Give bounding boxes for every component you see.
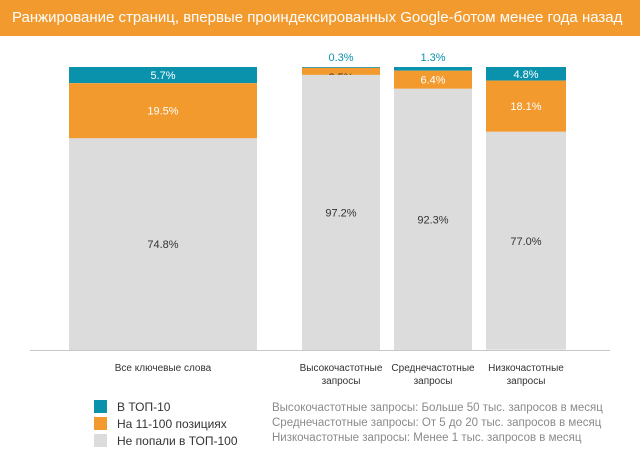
- category-label-mid-frequency-line1: Среднечастотные: [391, 363, 475, 374]
- data-label-all-keywords-top10: 5.7%: [150, 70, 175, 82]
- data-label-low-frequency-not-top100: 77.0%: [510, 236, 541, 248]
- category-label-mid-frequency-line2: запросы: [414, 376, 453, 387]
- legend-swatch-top10: [94, 400, 107, 413]
- stacked-bar-chart: 5.7%19.5%74.8%Все ключевые слова0.3%2.5%…: [30, 52, 610, 387]
- legend-swatch-not-top100: [94, 434, 107, 447]
- data-label-high-frequency-not-top100: 97.2%: [325, 207, 356, 219]
- note-high-frequency: Высокочастотные запросы: Больше 50 тыс. …: [272, 402, 603, 414]
- chart-title: Ранжирование страниц, впервые проиндекси…: [0, 0, 640, 36]
- bar-low-frequency-top11-100: [486, 80, 566, 132]
- category-label-high-frequency-line1: Высокочастотные: [300, 363, 383, 374]
- bar-all-keywords-not-top100: [69, 138, 257, 350]
- note-low-frequency: Низкочастотные запросы: Менее 1 тыс. зап…: [272, 432, 582, 444]
- data-label-all-keywords-not-top100: 74.8%: [147, 239, 178, 251]
- category-label-low-frequency-line1: Низкочастотные: [488, 363, 564, 374]
- category-label-low-frequency-line2: запросы: [507, 376, 546, 387]
- bar-low-frequency-not-top100: [486, 131, 566, 350]
- bar-mid-frequency-not-top100: [394, 88, 472, 350]
- category-label-all-keywords: Все ключевые слова: [115, 363, 212, 374]
- data-label-high-frequency-top10: 0.3%: [328, 52, 353, 64]
- bar-all-keywords-top10: [69, 67, 257, 84]
- bar-all-keywords-top11-100: [69, 83, 257, 139]
- legend-swatch-top11-100: [94, 417, 107, 430]
- legend-label-not-top100: Не попали в ТОП-100: [117, 433, 238, 448]
- data-label-low-frequency-top11-100: 18.1%: [510, 101, 541, 113]
- definitions-notes: Высокочастотные запросы: Больше 50 тыс. …: [272, 401, 603, 446]
- data-label-mid-frequency-top10: 1.3%: [420, 52, 445, 64]
- bar-mid-frequency-top10: [394, 67, 472, 71]
- legend-label-top10: В ТОП-10: [117, 399, 171, 414]
- note-mid-frequency: Среднечастотные запросы: От 5 до 20 тыс.…: [272, 417, 602, 429]
- data-label-mid-frequency-top11-100: 6.4%: [420, 75, 445, 87]
- bar-high-frequency-top11-100: [302, 67, 380, 75]
- category-label-high-frequency-line2: запросы: [322, 376, 361, 387]
- bar-mid-frequency-top11-100: [394, 70, 472, 89]
- legend-item-not-top100: Не попали в ТОП-100: [94, 432, 238, 449]
- legend-item-top11-100: На 11-100 позициях: [94, 415, 238, 432]
- data-label-low-frequency-top10: 4.8%: [513, 69, 538, 81]
- bar-high-frequency-top10: [302, 67, 380, 68]
- legend: В ТОП-10 На 11-100 позициях Не попали в …: [94, 398, 238, 449]
- legend-label-top11-100: На 11-100 позициях: [117, 416, 227, 431]
- data-label-mid-frequency-not-top100: 92.3%: [417, 214, 448, 226]
- bar-low-frequency-top10: [486, 67, 566, 81]
- bar-high-frequency-not-top100: [302, 74, 380, 350]
- legend-item-top10: В ТОП-10: [94, 398, 238, 415]
- data-label-all-keywords-top11-100: 19.5%: [147, 106, 178, 118]
